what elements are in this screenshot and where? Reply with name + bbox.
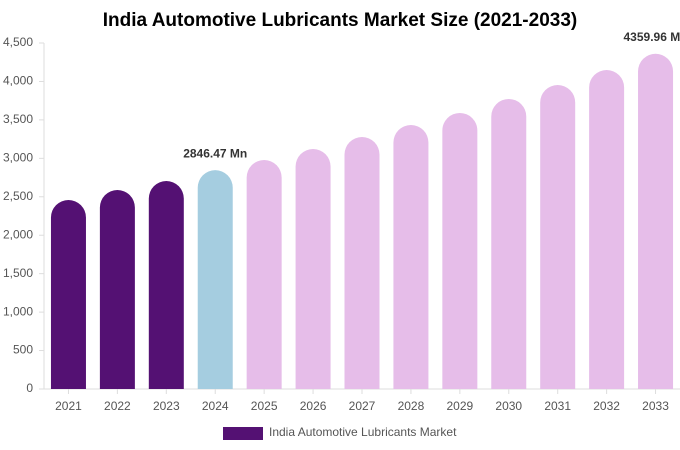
legend-label: India Automotive Lubricants Market: [269, 425, 457, 439]
y-tick-label: 1,500: [3, 266, 33, 280]
x-tick-label: 2021: [55, 399, 82, 413]
y-tick-label: 4,000: [3, 74, 33, 88]
y-tick-label: 3,000: [3, 151, 33, 165]
y-tick-label: 0: [26, 381, 33, 395]
chart-title: India Automotive Lubricants Market Size …: [103, 10, 577, 31]
bar: [540, 84, 576, 390]
x-tick-label: 2028: [398, 399, 425, 413]
x-tick-label: 2022: [104, 399, 131, 413]
x-tick-label: 2026: [300, 399, 327, 413]
bar: [50, 200, 86, 389]
y-tick-label: 2,000: [3, 227, 33, 241]
bar: [344, 137, 380, 389]
x-tick-label: 2031: [544, 399, 571, 413]
bar: [246, 160, 282, 389]
x-tick-label: 2029: [446, 399, 473, 413]
y-tick-label: 500: [13, 343, 33, 357]
x-tick-label: 2033: [642, 399, 669, 413]
bar: [197, 170, 233, 389]
data-label: 4359.96 Mn: [624, 30, 680, 44]
bar: [99, 190, 135, 389]
bar: [638, 53, 674, 389]
legend-swatch: [223, 427, 263, 440]
bar: [491, 98, 527, 390]
x-tick-label: 2023: [153, 399, 180, 413]
y-tick-label: 2,500: [3, 189, 33, 203]
bar: [393, 125, 429, 390]
y-tick-label: 4,500: [3, 35, 33, 49]
bar: [442, 112, 478, 390]
data-label: 2846.47 Mn: [183, 146, 247, 160]
x-tick-label: 2024: [202, 399, 229, 413]
y-tick-label: 3,500: [3, 112, 33, 126]
bar: [295, 149, 331, 389]
x-tick-label: 2032: [593, 399, 620, 413]
x-tick-label: 2025: [251, 399, 278, 413]
bar: [589, 69, 625, 389]
y-tick-label: 1,000: [3, 304, 33, 318]
x-tick-label: 2030: [495, 399, 522, 413]
bar: [148, 181, 184, 389]
x-tick-label: 2027: [349, 399, 376, 413]
